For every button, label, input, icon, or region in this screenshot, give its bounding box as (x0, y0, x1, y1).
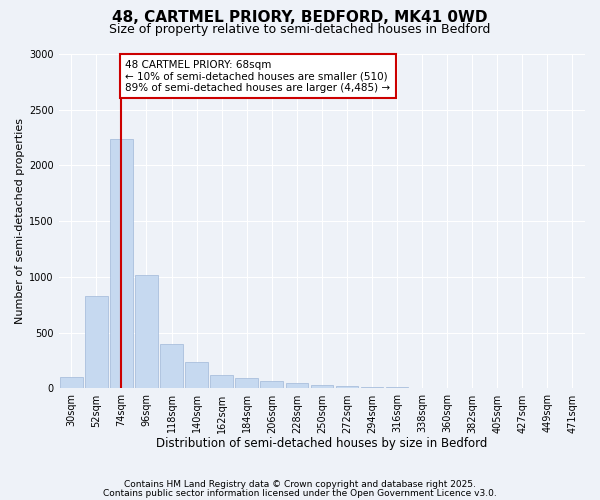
Bar (85, 296, 107, 388)
Bar (160, 344, 183, 389)
Bar (335, 386, 358, 388)
Text: Contains HM Land Registry data © Crown copyright and database right 2025.: Contains HM Land Registry data © Crown c… (124, 480, 476, 489)
Bar (110, 138, 133, 388)
Bar (211, 375, 233, 388)
Bar (361, 387, 383, 388)
Text: 48, CARTMEL PRIORY, BEDFORD, MK41 0WD: 48, CARTMEL PRIORY, BEDFORD, MK41 0WD (112, 10, 488, 25)
Bar (185, 362, 208, 388)
Bar (286, 383, 308, 388)
Bar (135, 275, 158, 388)
Bar (260, 381, 283, 388)
Bar (311, 385, 333, 388)
Bar (235, 378, 258, 388)
Text: Contains public sector information licensed under the Open Government Licence v3: Contains public sector information licen… (103, 489, 497, 498)
Y-axis label: Number of semi-detached properties: Number of semi-detached properties (15, 118, 25, 324)
Bar (60, 378, 83, 388)
Text: Size of property relative to semi-detached houses in Bedford: Size of property relative to semi-detach… (109, 22, 491, 36)
X-axis label: Distribution of semi-detached houses by size in Bedford: Distribution of semi-detached houses by … (156, 437, 488, 450)
Text: 48 CARTMEL PRIORY: 68sqm
← 10% of semi-detached houses are smaller (510)
89% of : 48 CARTMEL PRIORY: 68sqm ← 10% of semi-d… (125, 60, 391, 93)
